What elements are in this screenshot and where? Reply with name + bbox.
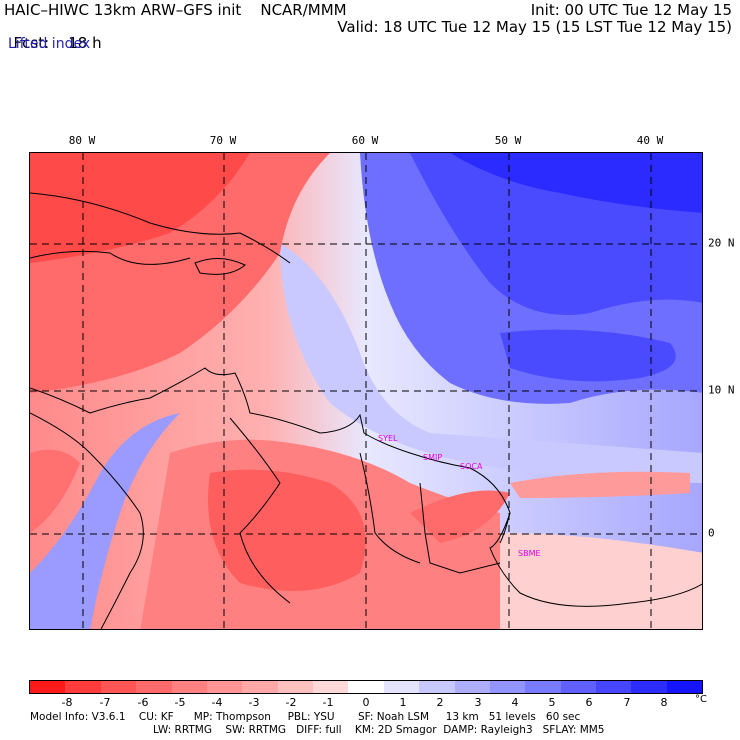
unstable-region bbox=[30, 153, 250, 263]
colorbar-tick: -3 bbox=[248, 696, 260, 709]
colorbar-swatch bbox=[454, 681, 490, 693]
colorbar-swatch bbox=[596, 681, 632, 693]
field-name: Lifted index bbox=[8, 36, 91, 52]
colorbar-tick: -8 bbox=[61, 696, 73, 709]
longitude-label: 70 W bbox=[209, 134, 237, 147]
colorbar-tick: 3 bbox=[474, 696, 482, 709]
colorbar-swatch bbox=[525, 681, 561, 693]
colorbar-tick: 0 bbox=[362, 696, 370, 709]
station-label: SYEL bbox=[378, 434, 398, 443]
latitude-label: 0 bbox=[708, 526, 715, 540]
valid-time: Valid: 18 UTC Tue 12 May 15 (15 LST Tue … bbox=[337, 18, 732, 36]
colorbar-swatch bbox=[419, 681, 455, 693]
longitude-label: 50 W bbox=[494, 134, 522, 147]
colorbar-tick: 7 bbox=[623, 696, 631, 709]
colorbar-tick: -6 bbox=[137, 696, 149, 709]
model-info-line: Model Info: V3.6.1 CU: KF MP: Thompson P… bbox=[30, 711, 581, 723]
colorbar-tick: -2 bbox=[285, 696, 297, 709]
colorbar-tick: 6 bbox=[585, 696, 593, 709]
longitude-label: 40 W bbox=[636, 134, 664, 147]
colorbar-swatch bbox=[100, 681, 137, 693]
forecast-hour: Fcst: 18 h bbox=[4, 19, 102, 51]
colorbar-swatch bbox=[65, 681, 101, 693]
colorbar-tick: 2 bbox=[436, 696, 444, 709]
latitude-label: 10 N bbox=[708, 383, 735, 397]
colorbar-tick: -5 bbox=[174, 696, 186, 709]
stable-region bbox=[30, 413, 180, 629]
colorbar-swatch bbox=[666, 681, 703, 693]
neutral-region bbox=[500, 533, 702, 629]
colorbar-swatch bbox=[206, 681, 243, 693]
colorbar-tick: 5 bbox=[548, 696, 556, 709]
station-label: SMJP bbox=[423, 453, 442, 462]
colorbar-swatch bbox=[30, 681, 66, 693]
unstable-region bbox=[410, 490, 510, 543]
longitude-label: 80 W bbox=[68, 134, 96, 147]
colorbar-swatch bbox=[242, 681, 278, 693]
lat-lon-grid bbox=[30, 153, 702, 629]
lifted-index-map: SYEL SMJP SOCA SBME bbox=[29, 152, 703, 630]
colorbar-tick: -7 bbox=[99, 696, 111, 709]
forecast-value: 18 h bbox=[68, 34, 102, 52]
colorbar-tick: 8 bbox=[660, 696, 668, 709]
colorbar-swatch bbox=[171, 681, 207, 693]
latitude-label: 20 N bbox=[708, 236, 735, 250]
colorbar-swatch bbox=[313, 681, 349, 693]
model-info-line: LW: RRTMG SW: RRTMG DIFF: full KM: 2D Sm… bbox=[153, 724, 605, 736]
weakly-stable-band bbox=[280, 243, 702, 483]
forecast-label: Fcst: bbox=[13, 34, 50, 52]
colorbar-swatch bbox=[631, 681, 667, 693]
stable-region bbox=[500, 329, 676, 382]
colorbar-tick: 4 bbox=[511, 696, 519, 709]
map-title: HAIC–HIWC 13km ARW–GFS init NCAR/MMM bbox=[4, 1, 347, 19]
colorbar-swatch bbox=[383, 681, 420, 693]
unstable-region bbox=[208, 469, 366, 591]
station-label: SBME bbox=[518, 549, 541, 558]
colorbar-swatch bbox=[136, 681, 172, 693]
colorbar-swatch bbox=[348, 681, 384, 693]
colorbar-tick: -4 bbox=[211, 696, 223, 709]
colorbar bbox=[29, 680, 703, 694]
colorbar-swatch bbox=[277, 681, 313, 693]
longitude-label: 60 W bbox=[351, 134, 379, 147]
colorbar-tick: 1 bbox=[399, 696, 407, 709]
colorbar-swatch bbox=[560, 681, 596, 693]
unstable-region bbox=[510, 471, 690, 498]
colorbar-tick: -1 bbox=[322, 696, 334, 709]
map-canvas: SYEL SMJP SOCA SBME bbox=[30, 153, 702, 629]
init-time: Init: 00 UTC Tue 12 May 15 bbox=[530, 1, 732, 19]
stable-region bbox=[450, 153, 702, 213]
colorbar-swatch bbox=[489, 681, 526, 693]
colorbar-unit: °C bbox=[695, 694, 707, 705]
unstable-region bbox=[30, 449, 80, 533]
station-label: SOCA bbox=[460, 462, 483, 471]
